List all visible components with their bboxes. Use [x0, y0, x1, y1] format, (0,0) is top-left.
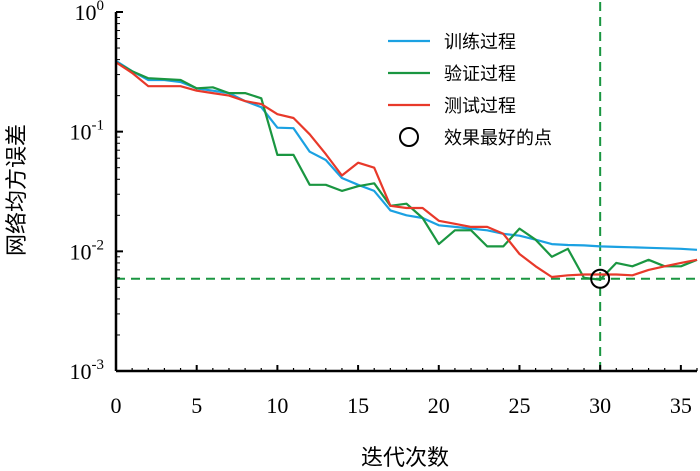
y-tick-label: 10-3 [70, 357, 105, 384]
x-tick-label: 30 [589, 393, 611, 418]
x-tick-label: 35 [670, 393, 692, 418]
series-line-3 [115, 61, 698, 279]
reference-lines [116, 2, 697, 371]
legend-marker-best-point [399, 127, 419, 147]
axes [114, 12, 697, 373]
series-layer [115, 59, 698, 281]
y-axis-title: 网络均方误差 [5, 124, 30, 256]
y-tick-label: 10-1 [70, 118, 105, 145]
x-tick-label: 20 [428, 393, 450, 418]
series-line-1 [115, 59, 698, 251]
legend-label-3: 测试过程 [444, 96, 516, 117]
x-tick-label: 10 [266, 393, 288, 418]
x-tick-label: 5 [191, 393, 202, 418]
legend-label-best-point: 效果最好的点 [444, 128, 552, 149]
ticks: 0 5 10 15 20 25 30 35 100 10-1 10-2 10-3 [70, 0, 698, 418]
x-tick-label: 0 [111, 393, 122, 418]
best-point-marker [590, 268, 611, 289]
series-line-2 [115, 61, 698, 281]
x-axis-title: 迭代次数 [361, 446, 449, 471]
legend-label-1: 训练过程 [444, 32, 516, 53]
y-tick-label: 10-2 [70, 237, 105, 264]
x-tick-label: 15 [347, 393, 369, 418]
legend-label-2: 验证过程 [444, 64, 516, 85]
marker-layer [590, 268, 611, 289]
x-tick-label: 25 [508, 393, 530, 418]
y-tick-label: 100 [75, 0, 105, 25]
